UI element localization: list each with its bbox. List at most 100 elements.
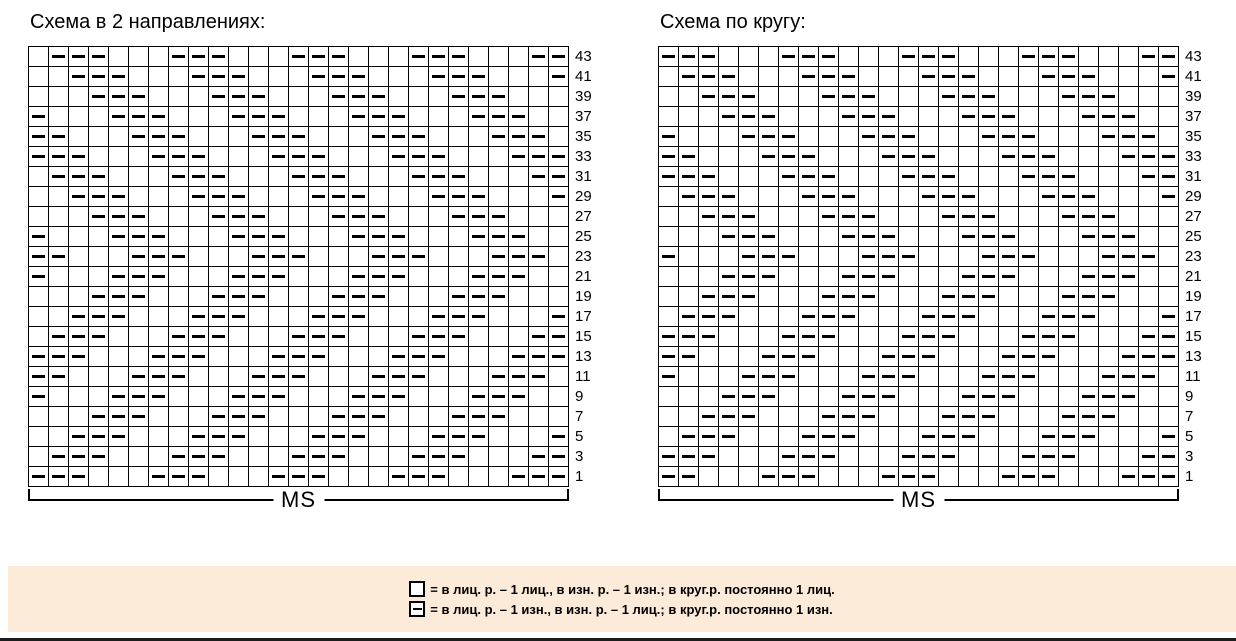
purl-dash-icon	[252, 95, 265, 98]
purl-dash-icon	[432, 75, 445, 78]
purl-dash-icon	[1022, 355, 1035, 358]
knit-cell	[719, 147, 739, 167]
purl-cell	[129, 107, 149, 127]
knit-cell	[129, 67, 149, 87]
purl-dash-icon	[452, 315, 465, 318]
knit-cell	[879, 207, 899, 227]
purl-cell	[29, 147, 49, 167]
purl-cell	[1079, 207, 1099, 227]
chart-row	[659, 247, 1179, 267]
purl-dash-icon	[662, 375, 675, 378]
knit-cell	[1019, 267, 1039, 287]
purl-dash-icon	[532, 475, 545, 478]
purl-dash-icon	[1062, 415, 1075, 418]
purl-cell	[469, 407, 489, 427]
knit-cell	[999, 327, 1019, 347]
purl-cell	[779, 127, 799, 147]
purl-dash-icon	[272, 395, 285, 398]
purl-dash-icon	[552, 475, 565, 478]
purl-dash-icon	[512, 395, 525, 398]
purl-dash-icon	[682, 195, 695, 198]
purl-dash-icon	[862, 415, 875, 418]
knit-cell	[839, 327, 859, 347]
purl-cell	[1099, 267, 1119, 287]
purl-cell	[1019, 467, 1039, 487]
purl-dash-icon	[452, 295, 465, 298]
purl-cell	[209, 427, 229, 447]
row-number: 33	[575, 148, 592, 165]
chart-row	[29, 147, 569, 167]
purl-dash-icon	[32, 355, 45, 358]
purl-dash-icon	[172, 155, 185, 158]
purl-dash-icon	[662, 475, 675, 478]
purl-dash-icon	[922, 75, 935, 78]
purl-cell	[389, 107, 409, 127]
knit-cell	[739, 467, 759, 487]
purl-cell	[939, 287, 959, 307]
purl-dash-icon	[862, 115, 875, 118]
purl-cell	[409, 147, 429, 167]
chart-row	[29, 367, 569, 387]
row-number: 1	[1185, 468, 1194, 485]
purl-dash-icon	[472, 75, 485, 78]
purl-dash-icon	[762, 235, 775, 238]
purl-cell	[269, 467, 289, 487]
purl-cell	[1059, 67, 1079, 87]
purl-dash-icon	[452, 55, 465, 58]
purl-dash-icon	[682, 315, 695, 318]
purl-cell	[129, 367, 149, 387]
knit-cell	[509, 407, 529, 427]
purl-dash-icon	[842, 395, 855, 398]
purl-dash-icon	[1062, 295, 1075, 298]
purl-cell	[149, 347, 169, 367]
purl-dash-icon	[332, 295, 345, 298]
purl-cell	[489, 407, 509, 427]
knit-cell	[739, 167, 759, 187]
knit-cell	[49, 227, 69, 247]
purl-dash-icon	[472, 415, 485, 418]
purl-dash-icon	[1142, 135, 1155, 138]
purl-cell	[719, 67, 739, 87]
purl-dash-icon	[1042, 155, 1055, 158]
knit-cell	[659, 427, 679, 447]
purl-dash-icon	[192, 455, 205, 458]
purl-cell	[1119, 147, 1139, 167]
purl-dash-icon	[292, 355, 305, 358]
purl-cell	[329, 287, 349, 307]
purl-dash-icon	[452, 195, 465, 198]
knit-cell	[149, 427, 169, 447]
purl-dash-icon	[112, 115, 125, 118]
purl-dash-icon	[232, 235, 245, 238]
purl-cell	[449, 87, 469, 107]
purl-dash-icon	[722, 215, 735, 218]
purl-cell	[109, 87, 129, 107]
chart-row	[29, 287, 569, 307]
purl-dash-icon	[112, 195, 125, 198]
purl-dash-icon	[412, 608, 422, 610]
purl-cell	[449, 327, 469, 347]
purl-dash-icon	[252, 375, 265, 378]
purl-dash-icon	[682, 355, 695, 358]
purl-cell	[229, 427, 249, 447]
knit-cell	[209, 347, 229, 367]
knit-cell	[109, 47, 129, 67]
purl-cell	[999, 147, 1019, 167]
knit-cell	[149, 407, 169, 427]
knit-cell	[269, 187, 289, 207]
purl-dash-icon	[52, 55, 65, 58]
purl-dash-icon	[902, 175, 915, 178]
purl-dash-icon	[72, 315, 85, 318]
chart-row	[659, 207, 1179, 227]
purl-dash-icon	[372, 135, 385, 138]
purl-cell	[859, 407, 879, 427]
purl-cell	[799, 147, 819, 167]
purl-dash-icon	[272, 255, 285, 258]
purl-cell	[489, 247, 509, 267]
knit-cell	[1079, 347, 1099, 367]
purl-cell	[959, 227, 979, 247]
knit-cell	[429, 87, 449, 107]
purl-dash-icon	[942, 95, 955, 98]
knit-cell	[49, 287, 69, 307]
purl-dash-icon	[412, 155, 425, 158]
row-number: 19	[1185, 288, 1202, 305]
